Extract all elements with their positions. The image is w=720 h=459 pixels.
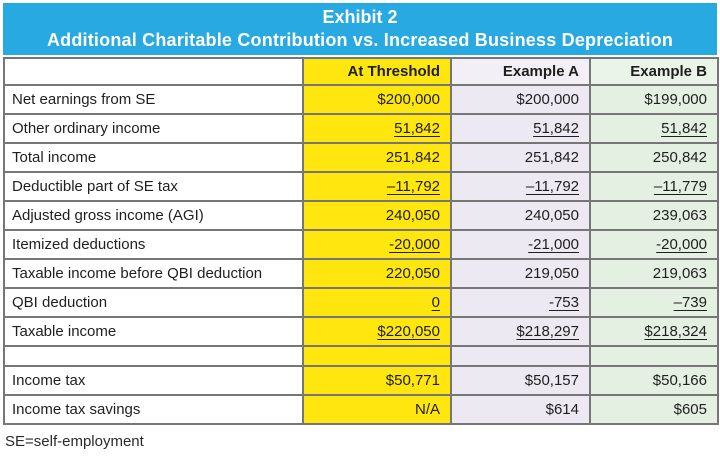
cell-example-a: $50,157 bbox=[450, 365, 591, 396]
cell-example-b: $50,166 bbox=[589, 365, 719, 396]
table-row: Adjusted gross income (AGI) 240,050 240,… bbox=[3, 200, 719, 231]
cell-example-a: 51,842 bbox=[450, 113, 591, 144]
cell-at-threshold: 251,842 bbox=[302, 142, 452, 173]
column-header-example-b: Example B bbox=[589, 57, 719, 86]
cell-example-a: -21,000 bbox=[450, 229, 591, 260]
cell-at-threshold: 240,050 bbox=[302, 200, 452, 231]
cell-example-b: 51,842 bbox=[589, 113, 719, 144]
cell-example-b: -20,000 bbox=[589, 229, 719, 260]
row-label: Taxable income bbox=[3, 316, 304, 347]
column-header-blank bbox=[3, 57, 304, 86]
column-header-example-a: Example A bbox=[450, 57, 591, 86]
cell-example-b: $605 bbox=[589, 394, 719, 425]
row-label: Itemized deductions bbox=[3, 229, 304, 260]
cell-example-b: 219,063 bbox=[589, 258, 719, 289]
table-row: Net earnings from SE $200,000 $200,000 $… bbox=[3, 84, 719, 115]
cell-example-a: 219,050 bbox=[450, 258, 591, 289]
row-label: Income tax bbox=[3, 365, 304, 396]
cell-at-threshold: 0 bbox=[302, 287, 452, 318]
cell-example-b: –11,779 bbox=[589, 171, 719, 202]
cell-at-threshold: N/A bbox=[302, 394, 452, 425]
table-header-row: At Threshold Example A Example B bbox=[3, 57, 719, 86]
table-row-blank bbox=[3, 345, 719, 367]
table-row: Income tax $50,771 $50,157 $50,166 bbox=[3, 365, 719, 396]
table-row: Total income 251,842 251,842 250,842 bbox=[3, 142, 719, 173]
table-row: Taxable income $220,050 $218,297 $218,32… bbox=[3, 316, 719, 347]
cell-at-threshold: -20,000 bbox=[302, 229, 452, 260]
cell-example-b: 250,842 bbox=[589, 142, 719, 173]
row-label: QBI deduction bbox=[3, 287, 304, 318]
cell-example-a: -753 bbox=[450, 287, 591, 318]
cell-at-threshold: –11,792 bbox=[302, 171, 452, 202]
cell-example-b: –739 bbox=[589, 287, 719, 318]
table-row: Deductible part of SE tax –11,792 –11,79… bbox=[3, 171, 719, 202]
cell-example-a bbox=[450, 345, 591, 367]
exhibit-title: Additional Charitable Contribution vs. I… bbox=[46, 30, 674, 50]
row-label bbox=[3, 345, 304, 367]
row-label: Adjusted gross income (AGI) bbox=[3, 200, 304, 231]
row-label: Taxable income before QBI deduction bbox=[3, 258, 304, 289]
table-row: Itemized deductions -20,000 -21,000 -20,… bbox=[3, 229, 719, 260]
cell-example-b: 239,063 bbox=[589, 200, 719, 231]
cell-at-threshold: $220,050 bbox=[302, 316, 452, 347]
cell-example-b: $218,324 bbox=[589, 316, 719, 347]
table-row: QBI deduction 0 -753 –739 bbox=[3, 287, 719, 318]
footnote: SE=self-employment bbox=[5, 433, 144, 450]
cell-at-threshold: $200,000 bbox=[302, 84, 452, 115]
row-label: Deductible part of SE tax bbox=[3, 171, 304, 202]
row-label: Total income bbox=[3, 142, 304, 173]
row-label: Income tax savings bbox=[3, 394, 304, 425]
row-label: Other ordinary income bbox=[3, 113, 304, 144]
exhibit-number: Exhibit 2 bbox=[322, 7, 398, 27]
cell-example-a: $200,000 bbox=[450, 84, 591, 115]
cell-example-a: 251,842 bbox=[450, 142, 591, 173]
cell-example-a: –11,792 bbox=[450, 171, 591, 202]
exhibit-table: At Threshold Example A Example B Net ear… bbox=[3, 57, 719, 425]
cell-example-a: $614 bbox=[450, 394, 591, 425]
cell-at-threshold: 220,050 bbox=[302, 258, 452, 289]
row-label: Net earnings from SE bbox=[3, 84, 304, 115]
cell-example-a: 240,050 bbox=[450, 200, 591, 231]
cell-at-threshold: $50,771 bbox=[302, 365, 452, 396]
exhibit-title-bar: Exhibit 2 Additional Charitable Contribu… bbox=[3, 3, 717, 55]
table-row: Income tax savings N/A $614 $605 bbox=[3, 394, 719, 425]
cell-at-threshold bbox=[302, 345, 452, 367]
table-row: Taxable income before QBI deduction 220,… bbox=[3, 258, 719, 289]
cell-example-b bbox=[589, 345, 719, 367]
cell-example-b: $199,000 bbox=[589, 84, 719, 115]
column-header-at-threshold: At Threshold bbox=[302, 57, 452, 86]
table-row: Other ordinary income 51,842 51,842 51,8… bbox=[3, 113, 719, 144]
cell-at-threshold: 51,842 bbox=[302, 113, 452, 144]
cell-example-a: $218,297 bbox=[450, 316, 591, 347]
